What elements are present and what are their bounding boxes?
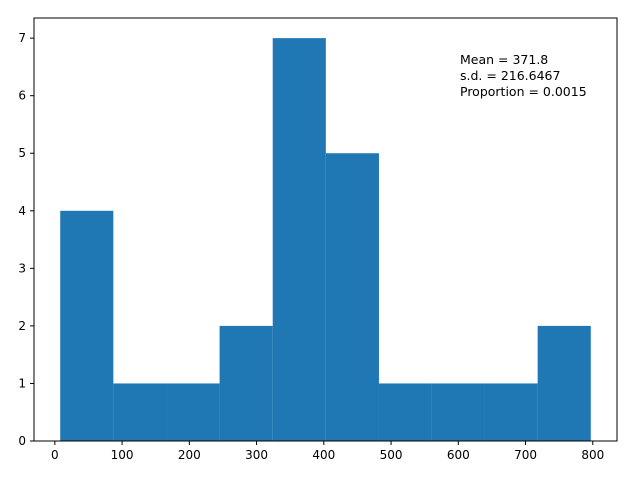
- histogram-bar: [219, 325, 273, 441]
- stats-annotation: Mean = 371.8 s.d. = 216.6467 Proportion …: [460, 52, 587, 99]
- x-tick-label: 0: [51, 448, 59, 462]
- y-tick-label: 3: [18, 261, 26, 275]
- x-tick-label: 600: [447, 448, 470, 462]
- y-tick-label: 7: [18, 31, 26, 45]
- y-tick-label: 5: [18, 146, 26, 160]
- y-axis: 0 1 2 3 4 5 6 7: [18, 31, 34, 448]
- bars-layer: [60, 38, 591, 442]
- sd-text: s.d. = 216.6467: [460, 68, 560, 83]
- x-tick-label: 500: [380, 448, 403, 462]
- y-tick-label: 0: [18, 434, 26, 448]
- histogram-bar: [537, 325, 591, 441]
- x-tick-label: 700: [514, 448, 537, 462]
- proportion-text: Proportion = 0.0015: [460, 84, 587, 99]
- x-tick-label: 300: [245, 448, 268, 462]
- x-axis: 0 100 200 300 400 500 600 700 800: [51, 441, 604, 462]
- y-tick-label: 6: [18, 89, 26, 103]
- y-tick-label: 2: [18, 319, 26, 333]
- x-tick-label: 100: [111, 448, 134, 462]
- histogram-bar: [113, 383, 167, 441]
- x-tick-label: 200: [178, 448, 201, 462]
- y-tick-label: 1: [18, 376, 26, 390]
- histogram-bar: [431, 383, 485, 441]
- histogram-bar: [325, 153, 379, 441]
- histogram-bar: [166, 383, 220, 441]
- mean-text: Mean = 371.8: [460, 52, 548, 67]
- x-tick-label: 800: [581, 448, 604, 462]
- y-tick-label: 4: [18, 204, 26, 218]
- histogram-bar: [60, 210, 114, 441]
- plot-area-frame: [33, 17, 618, 442]
- histogram-bar: [484, 383, 538, 441]
- x-tick-label: 400: [312, 448, 335, 462]
- histogram-bar: [272, 38, 326, 442]
- histogram-bar: [378, 383, 432, 441]
